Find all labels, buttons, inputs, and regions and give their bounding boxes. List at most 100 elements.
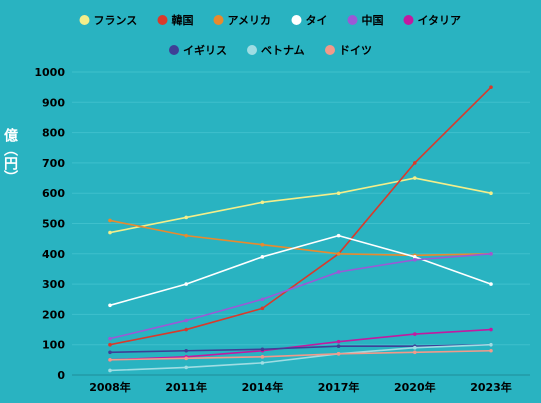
data-point: [108, 358, 112, 362]
series-line: [109, 343, 492, 372]
legend-item[interactable]: イギリス: [169, 43, 227, 57]
legend-item[interactable]: タイ: [291, 14, 327, 27]
data-point: [260, 297, 265, 302]
data-point: [489, 252, 493, 256]
x-tick-label: 2023年: [470, 380, 512, 394]
series-line: [109, 219, 492, 257]
series-4: [108, 233, 493, 308]
data-point: [260, 355, 265, 359]
series-8: [108, 342, 493, 373]
x-tick-label: 2008年: [89, 380, 131, 394]
x-tick-label: 2014年: [242, 380, 284, 394]
legend-marker-icon: [169, 45, 180, 55]
data-point: [336, 233, 341, 238]
data-point: [260, 242, 265, 247]
legend-label: 中国: [361, 13, 383, 27]
legend-marker-icon: [403, 15, 414, 25]
legend-marker-icon: [157, 15, 168, 25]
data-point: [489, 342, 493, 347]
y-tick-label: 800: [42, 127, 65, 140]
series-9: [108, 348, 493, 362]
legend-marker-icon: [324, 45, 335, 55]
legend-marker-icon: [79, 15, 90, 25]
y-tick-label: 1000: [34, 66, 65, 79]
data-point: [489, 85, 493, 89]
data-point: [336, 339, 341, 344]
legend-item[interactable]: ドイツ: [324, 44, 372, 57]
y-tick-label: 100: [42, 339, 65, 352]
legend-label: 韓国: [172, 13, 194, 27]
data-point: [184, 282, 188, 286]
legend-label: イギリス: [183, 43, 227, 57]
data-point: [108, 218, 112, 223]
y-tick-label: 900: [42, 96, 65, 109]
legend-label: フランス: [94, 14, 138, 27]
data-point: [108, 336, 112, 341]
data-point: [336, 252, 341, 256]
data-point: [413, 176, 417, 180]
x-tick-label: 2011年: [165, 380, 207, 394]
series-5: [108, 252, 493, 341]
data-point: [260, 347, 265, 352]
data-point: [413, 345, 417, 350]
data-point: [413, 255, 417, 259]
data-point: [108, 368, 112, 373]
data-point: [184, 348, 188, 353]
data-point: [184, 327, 188, 332]
series-line: [109, 349, 492, 361]
data-point: [108, 230, 112, 235]
y-tick-label: 400: [42, 248, 65, 261]
series-2: [108, 85, 493, 347]
legend-label: ドイツ: [339, 44, 372, 57]
legend-item[interactable]: イタリア: [403, 14, 461, 27]
legend-marker-icon: [213, 15, 224, 25]
series-layer: [108, 85, 493, 373]
legend-marker-icon: [247, 45, 258, 55]
legend-label: イタリア: [417, 14, 461, 27]
y-axis-label: 億（円）: [2, 127, 19, 184]
data-point: [184, 233, 188, 238]
data-point: [260, 361, 265, 365]
legend-marker-icon: [291, 15, 302, 25]
data-point: [260, 306, 265, 311]
series-line: [109, 177, 492, 234]
data-point: [413, 161, 417, 165]
y-tick-label: 300: [42, 278, 65, 291]
data-point: [489, 327, 493, 332]
legend-label: ベトナム: [261, 44, 305, 57]
data-point: [108, 342, 112, 347]
y-tick-label: 200: [42, 308, 65, 321]
data-point: [413, 332, 417, 336]
legend-item[interactable]: ベトナム: [247, 44, 305, 57]
y-tick-label: 0: [57, 369, 65, 382]
data-point: [336, 351, 341, 356]
data-point: [336, 191, 341, 195]
x-tick-label: 2020年: [394, 380, 436, 394]
y-tick-label: 700: [42, 157, 65, 170]
data-point: [184, 356, 188, 361]
data-point: [489, 191, 493, 195]
data-point: [108, 303, 112, 308]
data-point: [184, 365, 188, 370]
data-point: [336, 270, 341, 274]
legend-label: アメリカ: [228, 14, 271, 27]
series-3: [108, 218, 493, 258]
data-point: [108, 350, 112, 355]
series-line: [109, 253, 492, 340]
legend-item[interactable]: アメリカ: [213, 14, 271, 27]
data-point: [184, 215, 188, 220]
legend-marker-icon: [347, 15, 358, 25]
y-tick-label: 600: [42, 187, 65, 200]
x-tick-label: 2017年: [318, 380, 360, 394]
data-point: [413, 258, 417, 262]
data-point: [489, 348, 493, 353]
legend-item[interactable]: 韓国: [157, 13, 194, 27]
series-line: [109, 343, 492, 354]
data-point: [489, 282, 493, 286]
legend-item[interactable]: 中国: [347, 13, 383, 27]
series-line: [109, 86, 492, 346]
legend-item[interactable]: フランス: [79, 14, 138, 27]
